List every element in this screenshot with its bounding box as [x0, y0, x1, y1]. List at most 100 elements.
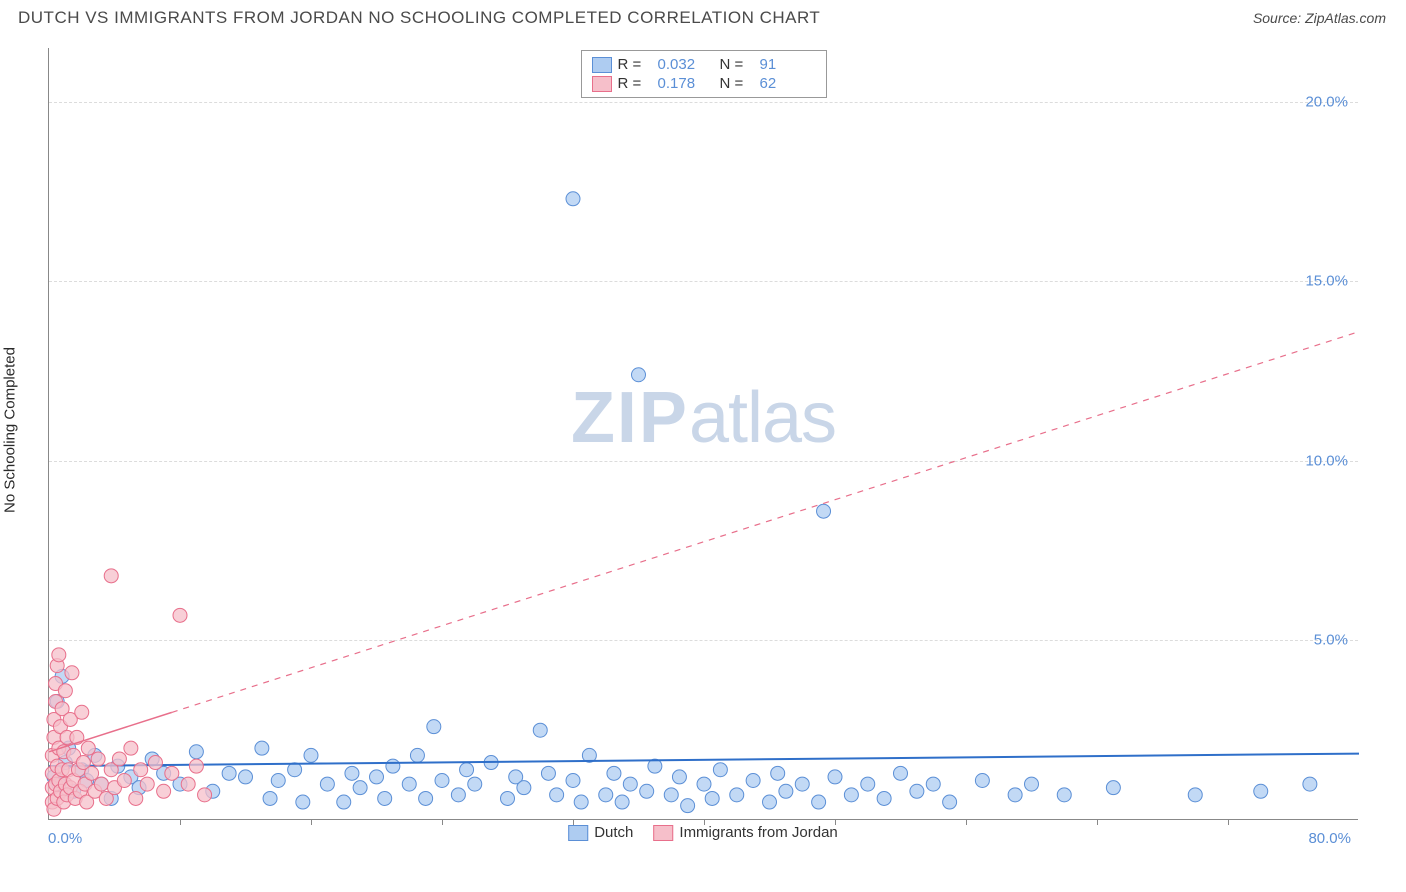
data-point	[181, 777, 195, 791]
x-tick	[966, 819, 967, 825]
data-point	[222, 766, 236, 780]
data-point	[623, 777, 637, 791]
data-point	[975, 774, 989, 788]
data-point	[134, 763, 148, 777]
data-point	[468, 777, 482, 791]
data-point	[189, 745, 203, 759]
data-point	[640, 784, 654, 798]
legend-swatch	[568, 825, 588, 841]
data-point	[771, 766, 785, 780]
legend-n-label: N =	[720, 75, 754, 92]
data-point	[779, 784, 793, 798]
data-point	[435, 774, 449, 788]
data-point	[1057, 788, 1071, 802]
data-point	[255, 741, 269, 755]
data-point	[1303, 777, 1317, 791]
data-point	[112, 752, 126, 766]
data-point	[607, 766, 621, 780]
data-point	[541, 766, 555, 780]
y-tick-label: 20.0%	[1305, 93, 1348, 110]
data-point	[75, 705, 89, 719]
data-point	[451, 788, 465, 802]
y-axis-title: No Schooling Completed	[2, 264, 19, 430]
x-axis-min-label: 0.0%	[48, 830, 82, 847]
data-point	[189, 759, 203, 773]
data-point	[1025, 777, 1039, 791]
data-point	[345, 766, 359, 780]
data-point	[550, 788, 564, 802]
data-point	[664, 788, 678, 802]
legend-label: Dutch	[594, 824, 633, 841]
legend-item: Immigrants from Jordan	[653, 824, 837, 841]
data-point	[632, 368, 646, 382]
data-point	[599, 788, 613, 802]
legend-swatch	[653, 825, 673, 841]
trend-line-solid	[49, 754, 1359, 767]
legend-swatch	[592, 76, 612, 92]
data-point	[894, 766, 908, 780]
legend-n-label: N =	[720, 56, 754, 73]
data-point	[566, 774, 580, 788]
data-point	[877, 791, 891, 805]
data-point	[386, 759, 400, 773]
data-point	[763, 795, 777, 809]
data-point	[239, 770, 253, 784]
data-point	[104, 569, 118, 583]
y-tick-label: 10.0%	[1305, 452, 1348, 469]
legend-label: Immigrants from Jordan	[679, 824, 837, 841]
data-point	[271, 774, 285, 788]
data-point	[157, 784, 171, 798]
data-point	[713, 763, 727, 777]
data-point	[263, 791, 277, 805]
data-point	[337, 795, 351, 809]
data-point	[81, 741, 95, 755]
data-point	[91, 752, 105, 766]
data-point	[1188, 788, 1202, 802]
source-attribution: Source: ZipAtlas.com	[1253, 10, 1386, 26]
data-point	[378, 791, 392, 805]
legend-swatch	[592, 57, 612, 73]
data-point	[140, 777, 154, 791]
data-point	[681, 799, 695, 813]
data-point	[1106, 781, 1120, 795]
data-point	[148, 756, 162, 770]
data-point	[1008, 788, 1022, 802]
data-point	[943, 795, 957, 809]
data-point	[419, 791, 433, 805]
data-point	[501, 791, 515, 805]
legend-r-value: 0.032	[658, 56, 714, 73]
y-tick-label: 15.0%	[1305, 273, 1348, 290]
data-point	[410, 748, 424, 762]
x-axis-max-label: 80.0%	[1308, 830, 1351, 847]
data-point	[320, 777, 334, 791]
y-tick-label: 5.0%	[1314, 632, 1348, 649]
x-tick	[442, 819, 443, 825]
legend-r-label: R =	[618, 75, 652, 92]
data-point	[812, 795, 826, 809]
data-point	[124, 741, 138, 755]
data-point	[844, 788, 858, 802]
data-point	[173, 608, 187, 622]
data-point	[129, 791, 143, 805]
data-point	[52, 648, 66, 662]
x-tick	[1097, 819, 1098, 825]
data-point	[861, 777, 875, 791]
data-point	[705, 791, 719, 805]
data-point	[94, 777, 108, 791]
data-point	[460, 763, 474, 777]
data-point	[65, 666, 79, 680]
data-point	[926, 777, 940, 791]
data-point	[828, 770, 842, 784]
data-point	[795, 777, 809, 791]
legend-n-value: 91	[760, 56, 816, 73]
data-point	[117, 774, 131, 788]
data-point	[746, 774, 760, 788]
data-point	[165, 766, 179, 780]
correlation-legend: R =0.032N =91R =0.178N =62	[581, 50, 827, 98]
legend-item: Dutch	[568, 824, 633, 841]
x-tick	[1228, 819, 1229, 825]
chart-title: DUTCH VS IMMIGRANTS FROM JORDAN NO SCHOO…	[18, 8, 820, 28]
scatter-plot: ZIPatlas R =0.032N =91R =0.178N =62 5.0%…	[48, 48, 1358, 820]
data-point	[288, 763, 302, 777]
x-tick	[311, 819, 312, 825]
